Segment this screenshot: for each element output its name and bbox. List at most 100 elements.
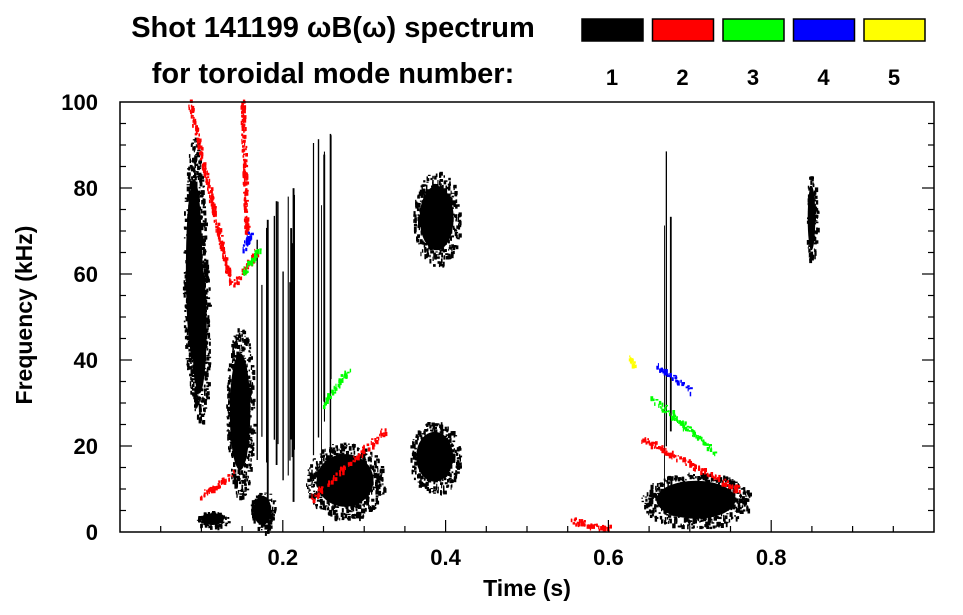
- mode-1-speck: [434, 190, 437, 193]
- mode-1-speck: [190, 271, 193, 275]
- mode-1-speck: [234, 364, 236, 368]
- mode-2-speck: [216, 485, 219, 489]
- mode-2-speck: [213, 214, 216, 217]
- mode-1-speck: [322, 505, 326, 510]
- mode-2-speck: [664, 452, 667, 456]
- mode-1-speck: [680, 512, 684, 516]
- mode-1-speck: [811, 216, 814, 218]
- mode-3-speck: [669, 412, 671, 417]
- mode-1-speck: [422, 240, 424, 243]
- mode-1-speck: [231, 360, 234, 363]
- mode-1-speck: [740, 510, 744, 514]
- mode-1-speck: [440, 203, 442, 206]
- mode-1-speck: [444, 445, 446, 447]
- mode-1-speck: [353, 450, 356, 455]
- mode-1-speck: [420, 193, 424, 198]
- mode-2-speck: [676, 458, 678, 463]
- mode-2-speck: [726, 483, 730, 486]
- mode-1-speck: [724, 498, 727, 503]
- mode-1-speck: [367, 465, 369, 470]
- mode-1-speck: [241, 461, 244, 466]
- mode-2-speck: [191, 106, 195, 109]
- mode-1-speck: [642, 495, 645, 497]
- mode-1-speck: [423, 478, 425, 481]
- mode-1-speck: [191, 387, 193, 389]
- mode-1-speck: [220, 524, 223, 529]
- mode-1-speck: [262, 501, 265, 503]
- mode-1-speck: [315, 473, 318, 478]
- mode-1-speck: [204, 407, 208, 409]
- mode-1-speck: [448, 186, 451, 190]
- mode-1-speck: [664, 509, 668, 513]
- mode-3-speck: [667, 410, 670, 413]
- mode-1-speck: [321, 472, 326, 475]
- mode-2-speck: [243, 159, 247, 164]
- mode-2-speck: [653, 446, 656, 449]
- mode-1-speck: [190, 385, 192, 389]
- mode-1-speck: [196, 317, 199, 321]
- mode-1-speck: [666, 503, 668, 507]
- mode-1-speck: [208, 366, 210, 368]
- mode-1-speck: [191, 176, 194, 181]
- mode-1-vertical-streak: [266, 227, 268, 463]
- mode-1-speck: [198, 212, 201, 216]
- mode-1-speck: [429, 191, 432, 196]
- mode-1-speck: [721, 496, 724, 500]
- mode-1-speck: [216, 515, 218, 518]
- mode-2-speck: [189, 99, 191, 103]
- mode-1-speck: [186, 337, 189, 340]
- mode-1-speck: [428, 488, 431, 494]
- mode-1-speck: [432, 427, 434, 432]
- mode-2-streak: [570, 517, 612, 533]
- mode-1-speck: [311, 473, 314, 478]
- mode-1-speck: [814, 250, 817, 256]
- mode-1-speck: [740, 495, 742, 498]
- mode-1-speck: [413, 477, 416, 481]
- mode-1-speck: [341, 516, 344, 519]
- mode-1-speck: [450, 190, 452, 195]
- mode-1-speck: [235, 400, 239, 402]
- mode-1-speck: [720, 506, 722, 511]
- mode-1-speck: [206, 396, 210, 400]
- mode-1-speck: [228, 400, 229, 406]
- mode-2-speck: [241, 101, 244, 105]
- mode-2-speck: [360, 450, 363, 454]
- mode-2-speck: [217, 235, 219, 237]
- mode-1-speck: [440, 215, 443, 218]
- mode-1-speck: [433, 461, 436, 464]
- mode-1-speck: [335, 497, 338, 501]
- mode-1-speck: [186, 229, 189, 232]
- mode-1-speck: [416, 460, 419, 465]
- mode-1-speck: [809, 233, 812, 236]
- mode-2-speck: [244, 127, 247, 131]
- mode-1-speck: [667, 497, 669, 500]
- mode-1-speck: [655, 505, 659, 508]
- mode-1-speck: [419, 435, 423, 438]
- mode-1-speck: [726, 490, 730, 496]
- mode-1-speck: [694, 483, 698, 488]
- mode-1-speck: [201, 190, 205, 195]
- mode-1-speck: [204, 408, 206, 413]
- mode-1-speck: [264, 497, 267, 502]
- mode-1-speck: [382, 483, 384, 486]
- mode-1-speck: [730, 516, 733, 520]
- mode-2-speck: [194, 118, 197, 123]
- mode-1-speck: [243, 490, 247, 492]
- mode-2-speck: [692, 463, 695, 466]
- mode-1-speck: [686, 485, 690, 489]
- mode-1-speck: [233, 343, 237, 348]
- mode-1-speck: [247, 390, 250, 395]
- mode-1-speck: [199, 222, 203, 228]
- mode-1-speck: [240, 418, 244, 421]
- mode-1-speck: [712, 488, 714, 491]
- mode-3-speck: [665, 404, 668, 407]
- mode-1-speck: [230, 437, 232, 442]
- mode-1-speck: [674, 520, 676, 526]
- mode-1-speck: [200, 255, 202, 259]
- mode-2-speck: [692, 467, 696, 471]
- mode-1-speck: [368, 489, 371, 492]
- mode-1-speck: [187, 234, 191, 240]
- mode-1-speck: [240, 470, 244, 475]
- mode-1-speck: [421, 249, 424, 253]
